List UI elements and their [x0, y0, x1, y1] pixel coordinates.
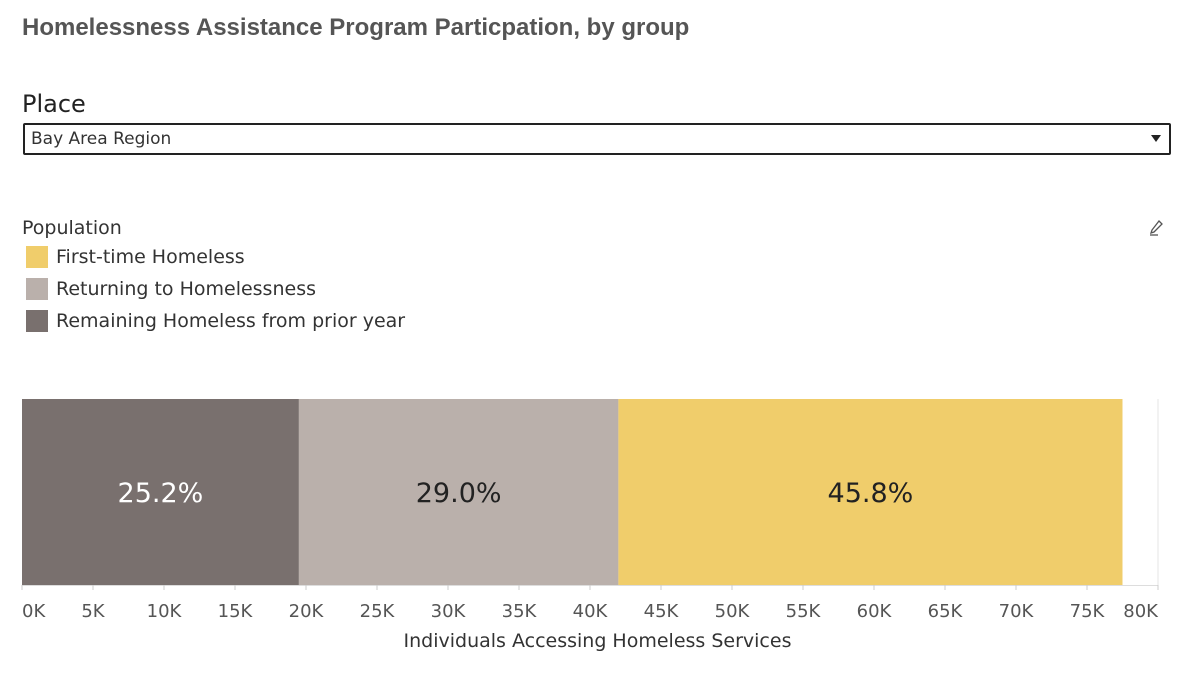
legend-swatch: [26, 278, 48, 300]
x-tick-label: 50K: [715, 601, 751, 622]
bar-segment[interactable]: [618, 399, 1123, 585]
x-tick-label: 65K: [928, 601, 964, 622]
stacked-bar-chart: 25.2% 29.0% 45.8% 0K 5K 10K 15K 20K 25K 30K 35K 40K…: [21, 399, 1159, 622]
legend-item-first-time[interactable]: First-time Homeless: [26, 246, 245, 268]
pencil-icon[interactable]: [1148, 219, 1164, 237]
bar-data-label: 29.0%: [416, 478, 502, 509]
x-tick-label: 35K: [502, 601, 538, 622]
chevron-down-icon[interactable]: [1151, 135, 1161, 142]
legend-label: First-time Homeless: [56, 246, 245, 268]
x-tick-label: 80K: [1123, 601, 1159, 622]
legend-label: Remaining Homeless from prior year: [56, 310, 406, 332]
x-tick-label: 55K: [786, 601, 822, 622]
legend-label: Returning to Homelessness: [56, 278, 316, 300]
x-tick-label: 0K: [22, 601, 46, 622]
legend-swatch: [26, 246, 48, 268]
x-axis-title: Individuals Accessing Homeless Services: [403, 630, 792, 652]
place-filter-label: Place: [22, 90, 86, 118]
x-tick-label: 5K: [81, 601, 105, 622]
x-tick-label: 45K: [644, 601, 680, 622]
legend-swatch: [26, 310, 48, 332]
x-tick-label: 60K: [857, 601, 893, 622]
place-dropdown[interactable]: Bay Area Region: [23, 123, 1171, 155]
x-tick-label: 25K: [360, 601, 396, 622]
bar-data-label: 45.8%: [828, 478, 914, 509]
bar-segment[interactable]: [22, 399, 299, 585]
bar-segment[interactable]: [298, 399, 619, 585]
x-tick-label: 40K: [573, 601, 609, 622]
legend-item-returning[interactable]: Returning to Homelessness: [26, 278, 316, 300]
x-tick-label: 70K: [999, 601, 1035, 622]
place-dropdown-value: Bay Area Region: [31, 129, 172, 149]
x-tick-label: 75K: [1070, 601, 1106, 622]
bar-data-label: 25.2%: [118, 478, 204, 509]
x-tick-label: 30K: [431, 601, 467, 622]
x-tick-label: 15K: [218, 601, 254, 622]
legend-item-remaining[interactable]: Remaining Homeless from prior year: [26, 310, 405, 332]
legend-title: Population: [22, 217, 122, 239]
chart-title: Homelessness Assistance Program Particpa…: [22, 14, 690, 41]
x-tick-label: 20K: [289, 601, 325, 622]
x-tick-label: 10K: [147, 601, 183, 622]
